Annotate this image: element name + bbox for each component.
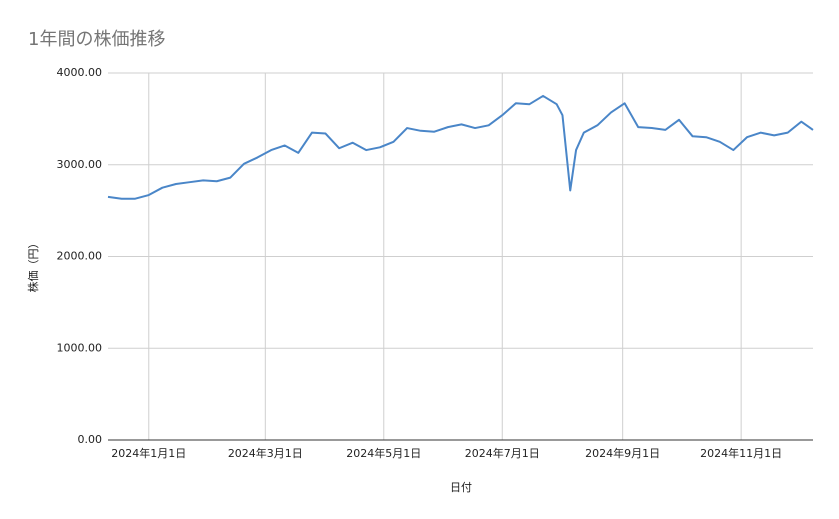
y-tick-label: 1000.00 [57, 341, 103, 354]
y-tick-label: 2000.00 [57, 250, 103, 263]
y-axis-label: 株価（円） [26, 238, 40, 293]
x-tick-label: 2024年3月1日 [228, 446, 303, 460]
y-tick-label: 3000.00 [57, 158, 103, 171]
y-tick-label: 4000.00 [57, 66, 103, 79]
x-tick-label: 2024年5月1日 [346, 446, 421, 460]
x-tick-label: 2024年11月1日 [700, 446, 782, 460]
x-tick-label: 2024年9月1日 [585, 446, 660, 460]
data-line [107, 94, 814, 200]
y-tick-label: 0.00 [78, 433, 103, 446]
x-axis-label: 日付 [450, 481, 472, 494]
x-tick-label: 2024年1月1日 [111, 446, 186, 460]
chart-title: 1年間の株価推移 [28, 29, 165, 50]
x-tick-label: 2024年7月1日 [465, 446, 540, 460]
